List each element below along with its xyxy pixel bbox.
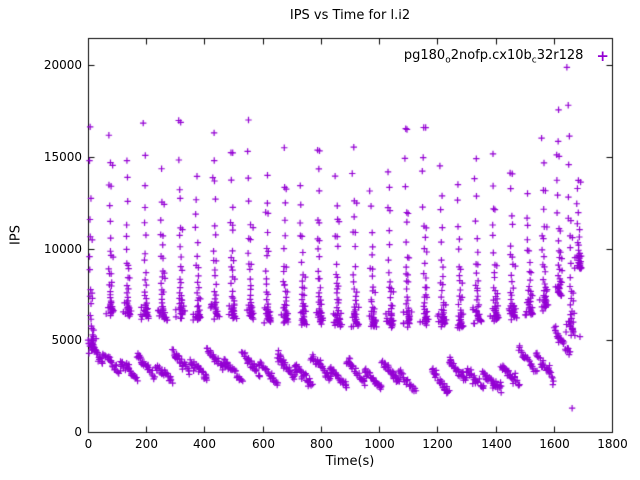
chart-title: IPS vs Time for l.i2 [289, 8, 411, 23]
x-tick-label: 800 [310, 437, 333, 451]
x-tick-label: 200 [135, 437, 158, 451]
x-tick-label: 1400 [481, 437, 512, 451]
x-tick-label: 1200 [422, 437, 453, 451]
y-tick-label: 10000 [43, 241, 82, 256]
x-axis-label: Time(s) [325, 454, 375, 469]
y-axis-label: IPS [8, 225, 24, 245]
legend: pg180o2nofp.cx10bc32r128 + [404, 48, 609, 66]
x-tick-label: 1800 [597, 437, 628, 451]
x-tick-label: 400 [193, 437, 216, 451]
x-tick-label: 600 [252, 437, 275, 451]
y-tick-label: 15000 [43, 149, 82, 164]
plus-marker-icon: + [596, 47, 609, 66]
y-tick-label: 20000 [43, 57, 82, 72]
x-tick-label: 1600 [539, 437, 570, 451]
x-tick-label: 1000 [364, 437, 395, 451]
y-tick-label: 5000 [51, 332, 82, 347]
y-tick-label: 0 [74, 424, 82, 439]
legend-series-label: pg180o2nofp.cx10bc32r128 [403, 48, 584, 66]
x-tick-label: 0 [84, 437, 93, 451]
